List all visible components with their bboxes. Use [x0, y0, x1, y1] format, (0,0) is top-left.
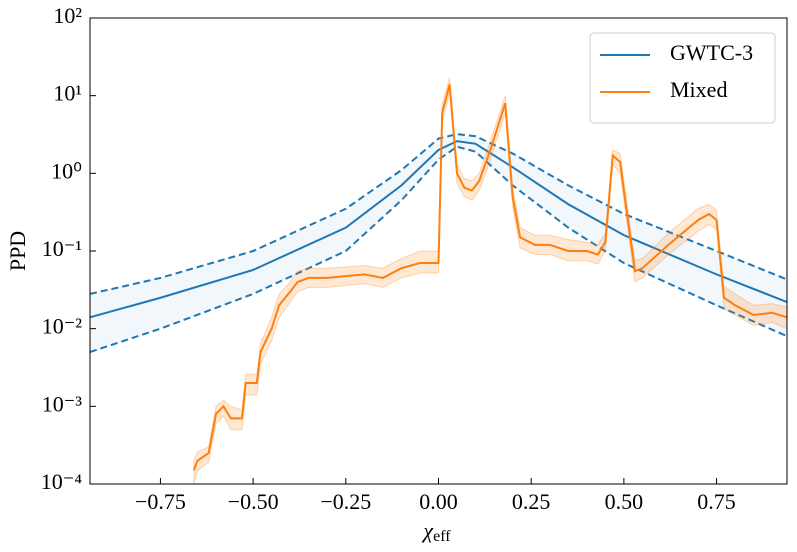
x-tick-label: 0.25: [512, 489, 551, 514]
bound-line: [90, 133, 787, 295]
y-tick-label: 10⁻¹: [42, 236, 82, 261]
legend-label: Mixed: [670, 77, 727, 102]
line: [90, 140, 787, 319]
y-tick-label: 10¹: [53, 81, 82, 106]
y-tick-label: 10⁻³: [42, 391, 83, 416]
x-tick-label: −0.50: [228, 489, 279, 514]
legend-label: GWTC-3: [670, 40, 753, 65]
y-tick-label: 10⁻²: [42, 314, 83, 339]
y-tick-label: 10⁰: [51, 158, 82, 183]
x-label-subscript: eff: [433, 528, 451, 545]
x-tick-label: −0.25: [320, 489, 371, 514]
bound-line: [90, 145, 787, 353]
plot-area: [90, 77, 787, 484]
x-tick-label: −0.75: [135, 489, 186, 514]
y-tick-label: 10²: [53, 3, 82, 28]
line: [192, 84, 787, 471]
band: [90, 134, 787, 353]
x-label-symbol: χ: [421, 518, 434, 543]
band: [193, 77, 787, 484]
x-tick-label: 0.75: [697, 489, 736, 514]
x-tick-label: 0.00: [419, 489, 458, 514]
legend: GWTC-3 Mixed: [589, 32, 776, 124]
x-axis-label: χeff: [421, 518, 451, 545]
x-tick-label: 0.50: [605, 489, 644, 514]
y-tick-label: 10⁻⁴: [41, 469, 83, 494]
y-axis-label: PPD: [5, 231, 30, 271]
